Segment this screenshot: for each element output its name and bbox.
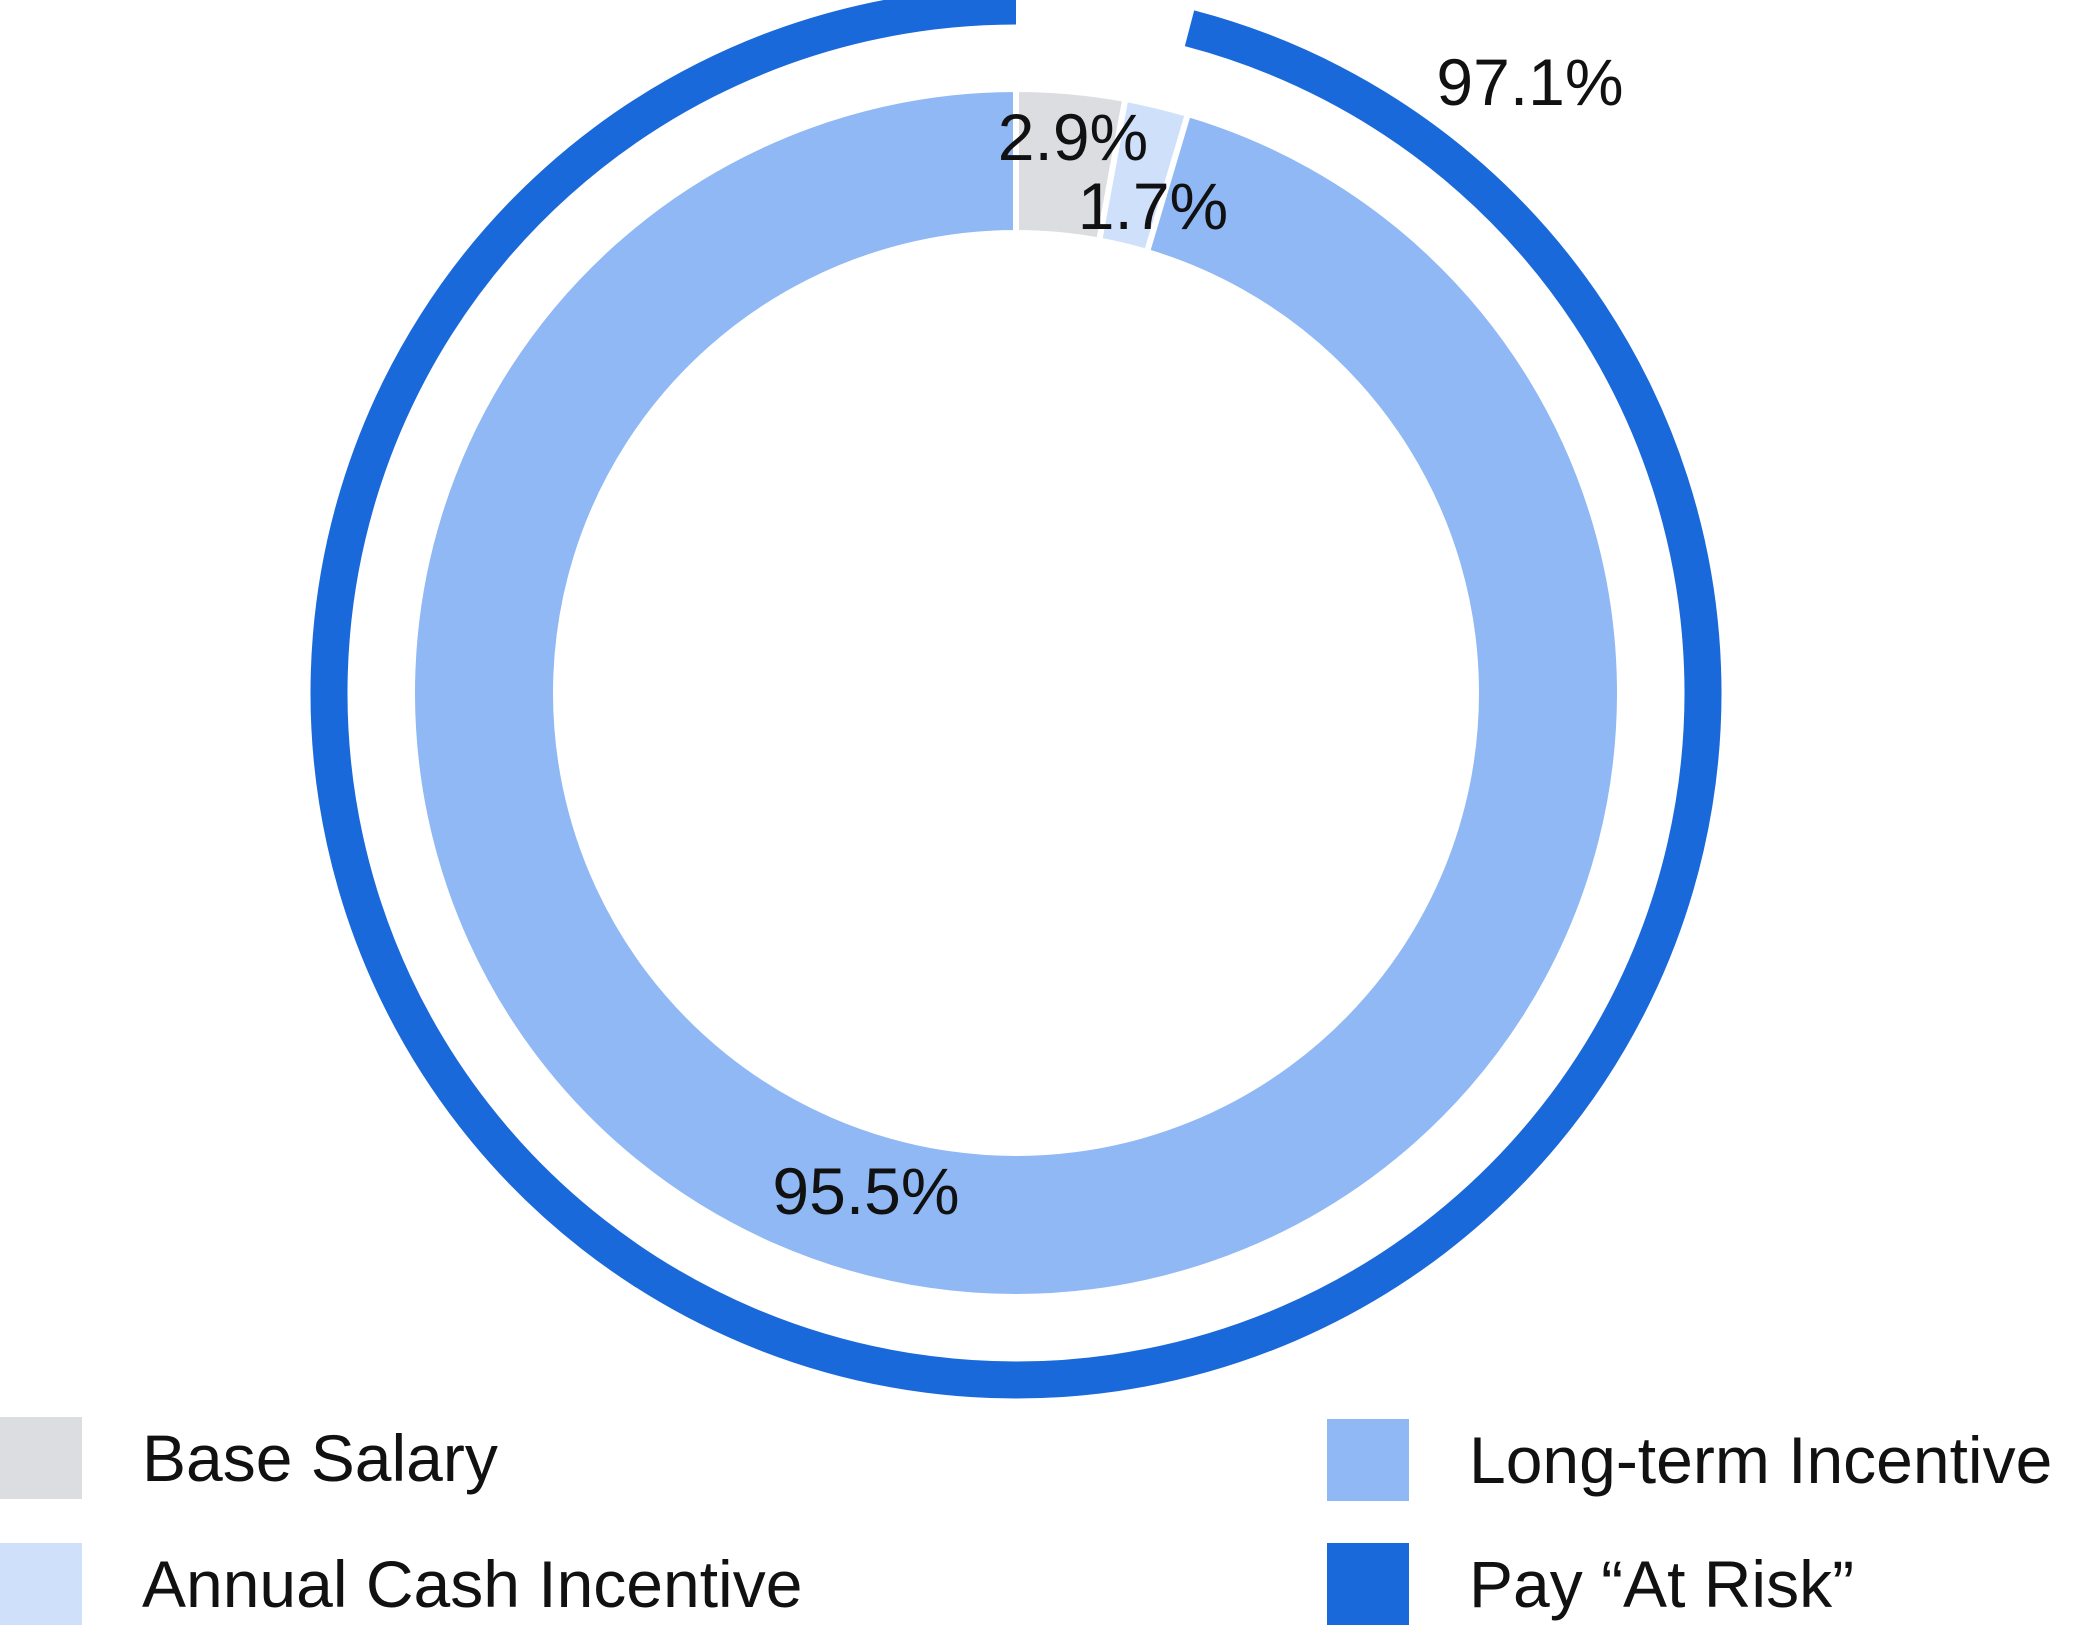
legend-label-base-salary: Base Salary (142, 1421, 498, 1495)
legend-item-long-term-incentive: Long-term Incentive (1327, 1418, 2052, 1502)
legend: Base Salary Annual Cash Incentive Long-t… (0, 1416, 2089, 1625)
annual-cash-incentive-value-label: 1.7% (1078, 169, 1228, 243)
legend-item-pay-at-risk: Pay “At Risk” (1327, 1542, 1854, 1626)
legend-item-base-salary: Base Salary (0, 1416, 498, 1500)
legend-item-annual-cash-incentive: Annual Cash Incentive (0, 1542, 802, 1626)
pay-at-risk-arc (310, 0, 1722, 1399)
long-term-incentive-slice (409, 85, 1623, 1300)
pay-at-risk-value-label: 97.1% (1436, 45, 1623, 119)
long-term-incentive-value-label: 95.5% (772, 1154, 959, 1228)
inner-ring (409, 85, 1623, 1300)
legend-label-pay-at-risk: Pay “At Risk” (1469, 1547, 1855, 1621)
legend-label-annual-cash-incentive: Annual Cash Incentive (142, 1547, 803, 1621)
legend-swatch-annual-cash-incentive (0, 1543, 82, 1625)
base-salary-value-label: 2.9% (998, 100, 1148, 174)
legend-swatch-pay-at-risk (1327, 1543, 1409, 1625)
legend-swatch-base-salary (0, 1417, 82, 1499)
legend-swatch-long-term-incentive (1327, 1419, 1409, 1501)
legend-label-long-term-incentive: Long-term Incentive (1469, 1423, 2053, 1497)
